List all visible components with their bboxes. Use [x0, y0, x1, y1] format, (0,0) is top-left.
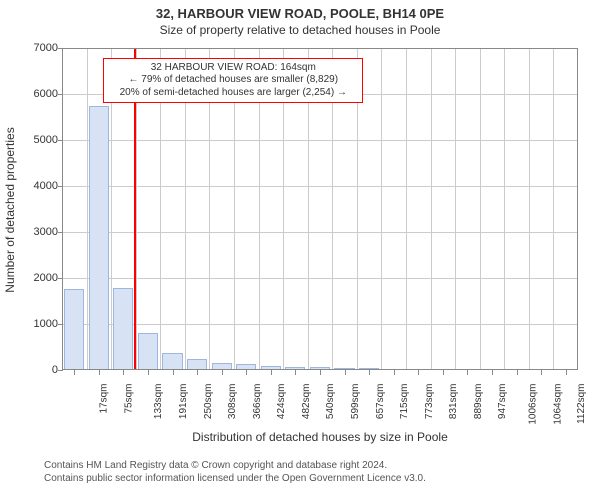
- x-tick: 250sqm: [203, 384, 214, 420]
- histogram-bar: [138, 333, 158, 370]
- x-tick: 366sqm: [252, 384, 263, 420]
- x-tick: 599sqm: [350, 384, 361, 420]
- y-tick: 7000: [10, 42, 58, 54]
- y-tick: 0: [10, 364, 58, 376]
- y-tick: 5000: [10, 134, 58, 146]
- x-tick: 133sqm: [154, 384, 165, 420]
- info-line-3: 20% of semi-detached houses are larger (…: [110, 87, 356, 100]
- footer: Contains HM Land Registry data © Crown c…: [44, 460, 426, 485]
- info-line-2: ← 79% of detached houses are smaller (8,…: [110, 74, 356, 87]
- y-tick: 1000: [10, 318, 58, 330]
- chart-title: 32, HARBOUR VIEW ROAD, POOLE, BH14 0PE: [0, 0, 600, 21]
- x-tick: 831sqm: [448, 384, 459, 420]
- histogram-bar: [162, 353, 182, 370]
- y-tick: 2000: [10, 272, 58, 284]
- x-axis-label: Distribution of detached houses by size …: [62, 430, 578, 444]
- x-tick: 424sqm: [276, 384, 287, 420]
- histogram-bar: [187, 359, 207, 370]
- x-tick: 715sqm: [399, 384, 410, 420]
- x-tick: 889sqm: [473, 384, 484, 420]
- plot-area: 32 HARBOUR VIEW ROAD: 164sqm ← 79% of de…: [62, 48, 578, 370]
- x-tick: 482sqm: [301, 384, 312, 420]
- x-tick: 75sqm: [123, 384, 134, 414]
- x-tick: 1006sqm: [528, 384, 539, 425]
- histogram-bar: [89, 106, 109, 370]
- footer-line-2: Contains public sector information licen…: [44, 473, 426, 486]
- y-tick: 6000: [10, 88, 58, 100]
- footer-line-1: Contains HM Land Registry data © Crown c…: [44, 460, 426, 473]
- x-tick: 540sqm: [326, 384, 337, 420]
- chart-subtitle: Size of property relative to detached ho…: [0, 23, 600, 37]
- property-info-box: 32 HARBOUR VIEW ROAD: 164sqm ← 79% of de…: [103, 58, 363, 104]
- histogram-bar: [113, 288, 133, 370]
- x-tick: 657sqm: [375, 384, 386, 420]
- y-axis-label: Number of detached properties: [3, 127, 17, 292]
- x-tick: 773sqm: [424, 384, 435, 420]
- x-tick: 308sqm: [227, 384, 238, 420]
- x-tick: 1122sqm: [576, 384, 587, 424]
- x-tick: 191sqm: [178, 384, 189, 420]
- histogram-bar: [64, 289, 84, 370]
- x-tick: 1064sqm: [552, 384, 563, 425]
- y-tick: 3000: [10, 226, 58, 238]
- x-tick: 17sqm: [99, 384, 110, 414]
- x-tick: 947sqm: [498, 384, 509, 420]
- histogram-bar: [212, 363, 232, 370]
- y-tick: 4000: [10, 180, 58, 192]
- chart-wrap: 32, HARBOUR VIEW ROAD, POOLE, BH14 0PE S…: [0, 0, 600, 500]
- info-line-1: 32 HARBOUR VIEW ROAD: 164sqm: [110, 62, 356, 75]
